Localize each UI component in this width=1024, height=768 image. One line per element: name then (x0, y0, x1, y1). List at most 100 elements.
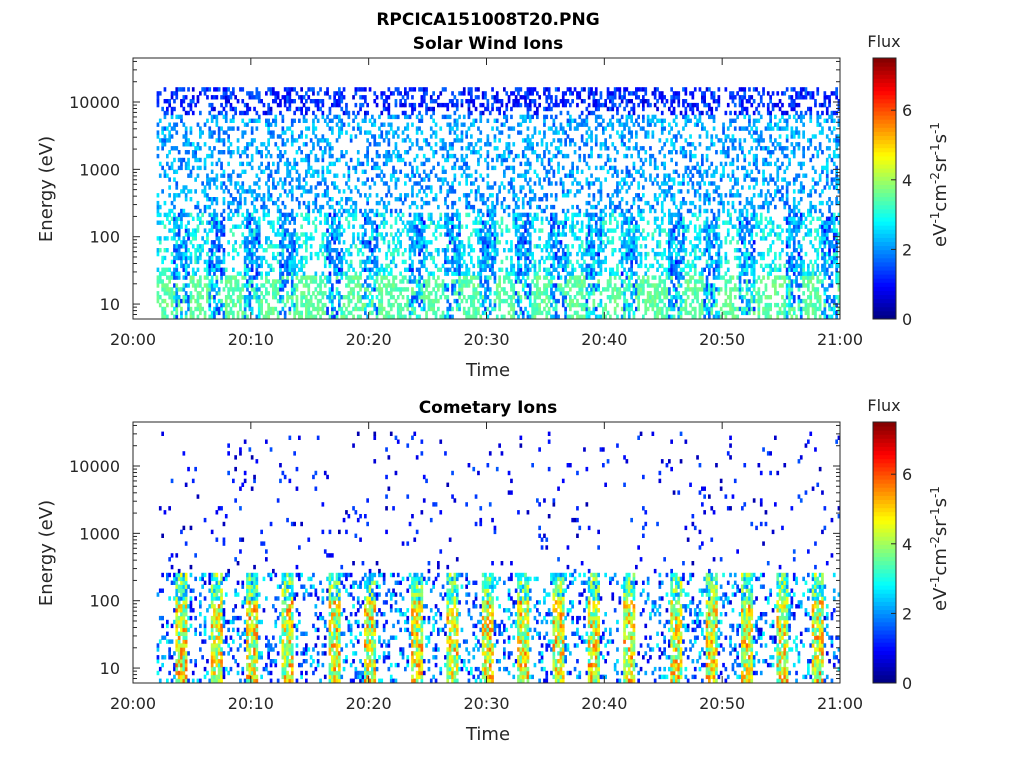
heatmap-cell (613, 310, 617, 316)
heatmap-cell (561, 99, 565, 104)
heatmap-cell (321, 134, 325, 139)
heatmap-cell (528, 106, 532, 112)
heatmap-cell (199, 275, 202, 280)
heatmap-cell (510, 302, 513, 308)
heatmap-cell (373, 287, 377, 292)
heatmap-cell (592, 110, 596, 116)
heatmap-cell (488, 224, 492, 229)
heatmap-cell (213, 310, 216, 316)
heatmap-cell (236, 279, 240, 284)
heatmap-cell (265, 91, 268, 96)
heatmap-cell (194, 287, 197, 292)
heatmap-cell (196, 200, 200, 206)
heatmap-cell (399, 244, 402, 249)
heatmap-cell (328, 106, 332, 112)
heatmap-cell (580, 287, 584, 292)
heatmap-cell (580, 169, 584, 174)
heatmap-cell (495, 314, 499, 319)
heatmap-cell (184, 255, 188, 261)
heatmap-cell (576, 279, 579, 284)
heatmap-cell (208, 306, 212, 312)
heatmap-cell (571, 216, 574, 221)
heatmap-cell (495, 106, 499, 112)
heatmap-cell (559, 255, 563, 261)
heatmap-cell (583, 248, 586, 253)
heatmap-cell (373, 99, 377, 104)
heatmap-cell (609, 271, 612, 276)
heatmap-cell (465, 165, 468, 171)
heatmap-cell (224, 110, 228, 116)
heatmap-cell (208, 259, 212, 265)
heatmap-cell (309, 232, 313, 237)
heatmap-cell (401, 220, 405, 225)
heatmap-cell (163, 306, 167, 312)
heatmap-cell (222, 142, 226, 147)
heatmap-cell (269, 91, 273, 96)
heatmap-cell (267, 310, 270, 316)
heatmap-cell (500, 287, 504, 292)
heatmap-cell (260, 263, 263, 269)
heatmap-cell (512, 314, 516, 319)
heatmap-cell (201, 212, 204, 218)
heatmap-cell (316, 102, 320, 108)
heatmap-cell (493, 208, 497, 214)
heatmap-cell (170, 291, 174, 296)
heatmap-cell (392, 165, 395, 171)
heatmap-cell (594, 138, 598, 143)
heatmap-cell (281, 295, 285, 300)
heatmap-cell (500, 153, 504, 159)
heatmap-cell (305, 255, 308, 261)
heatmap-cell (316, 173, 320, 178)
heatmap-cell (253, 232, 256, 237)
heatmap-cell (451, 232, 454, 237)
heatmap-cell (319, 279, 322, 284)
heatmap-cell (559, 263, 563, 269)
heatmap-cell (217, 126, 221, 131)
heatmap-cell (566, 259, 570, 265)
heatmap-cell (173, 122, 176, 127)
heatmap-cell (267, 142, 270, 147)
heatmap-cell (462, 295, 466, 300)
heatmap-cell (368, 193, 372, 198)
heatmap-cell (517, 275, 520, 280)
heatmap-cell (587, 306, 591, 312)
heatmap-cell (404, 150, 407, 155)
heatmap-cell (196, 298, 200, 304)
heatmap-cell (602, 240, 605, 245)
heatmap-cell (290, 302, 294, 308)
heatmap-cell (321, 150, 325, 155)
heatmap-cell (413, 279, 417, 284)
heatmap-cell (561, 153, 565, 159)
heatmap-cell (453, 177, 457, 182)
heatmap-cell (477, 228, 480, 233)
heatmap-cell (283, 95, 287, 100)
heatmap-cell (573, 267, 577, 272)
heatmap-cell (366, 102, 369, 108)
heatmap-cell (437, 251, 440, 257)
heatmap-cell (571, 181, 574, 186)
heatmap-cell (413, 240, 417, 245)
heatmap-cell (260, 298, 263, 304)
heatmap-cell (281, 232, 285, 237)
heatmap-cell (392, 169, 395, 174)
heatmap-cell (625, 271, 629, 276)
heatmap-cell (361, 212, 365, 218)
heatmap-cell (288, 251, 292, 257)
heatmap-cell (479, 216, 483, 221)
heatmap-cell (177, 251, 181, 257)
heatmap-cell (389, 251, 393, 257)
heatmap-cell (392, 150, 395, 155)
heatmap-cell (371, 298, 374, 304)
heatmap-cell (236, 173, 240, 178)
heatmap-cell (368, 208, 372, 214)
heatmap-cell (279, 102, 282, 108)
heatmap-cell (510, 165, 513, 171)
heatmap-cell (354, 91, 358, 96)
heatmap-cell (444, 251, 447, 257)
heatmap-cell (246, 102, 249, 108)
heatmap-cell (561, 232, 565, 237)
heatmap-cell (526, 310, 530, 316)
heatmap-cell (559, 283, 563, 288)
heatmap-cell (543, 150, 546, 155)
heatmap-cell (241, 130, 245, 135)
